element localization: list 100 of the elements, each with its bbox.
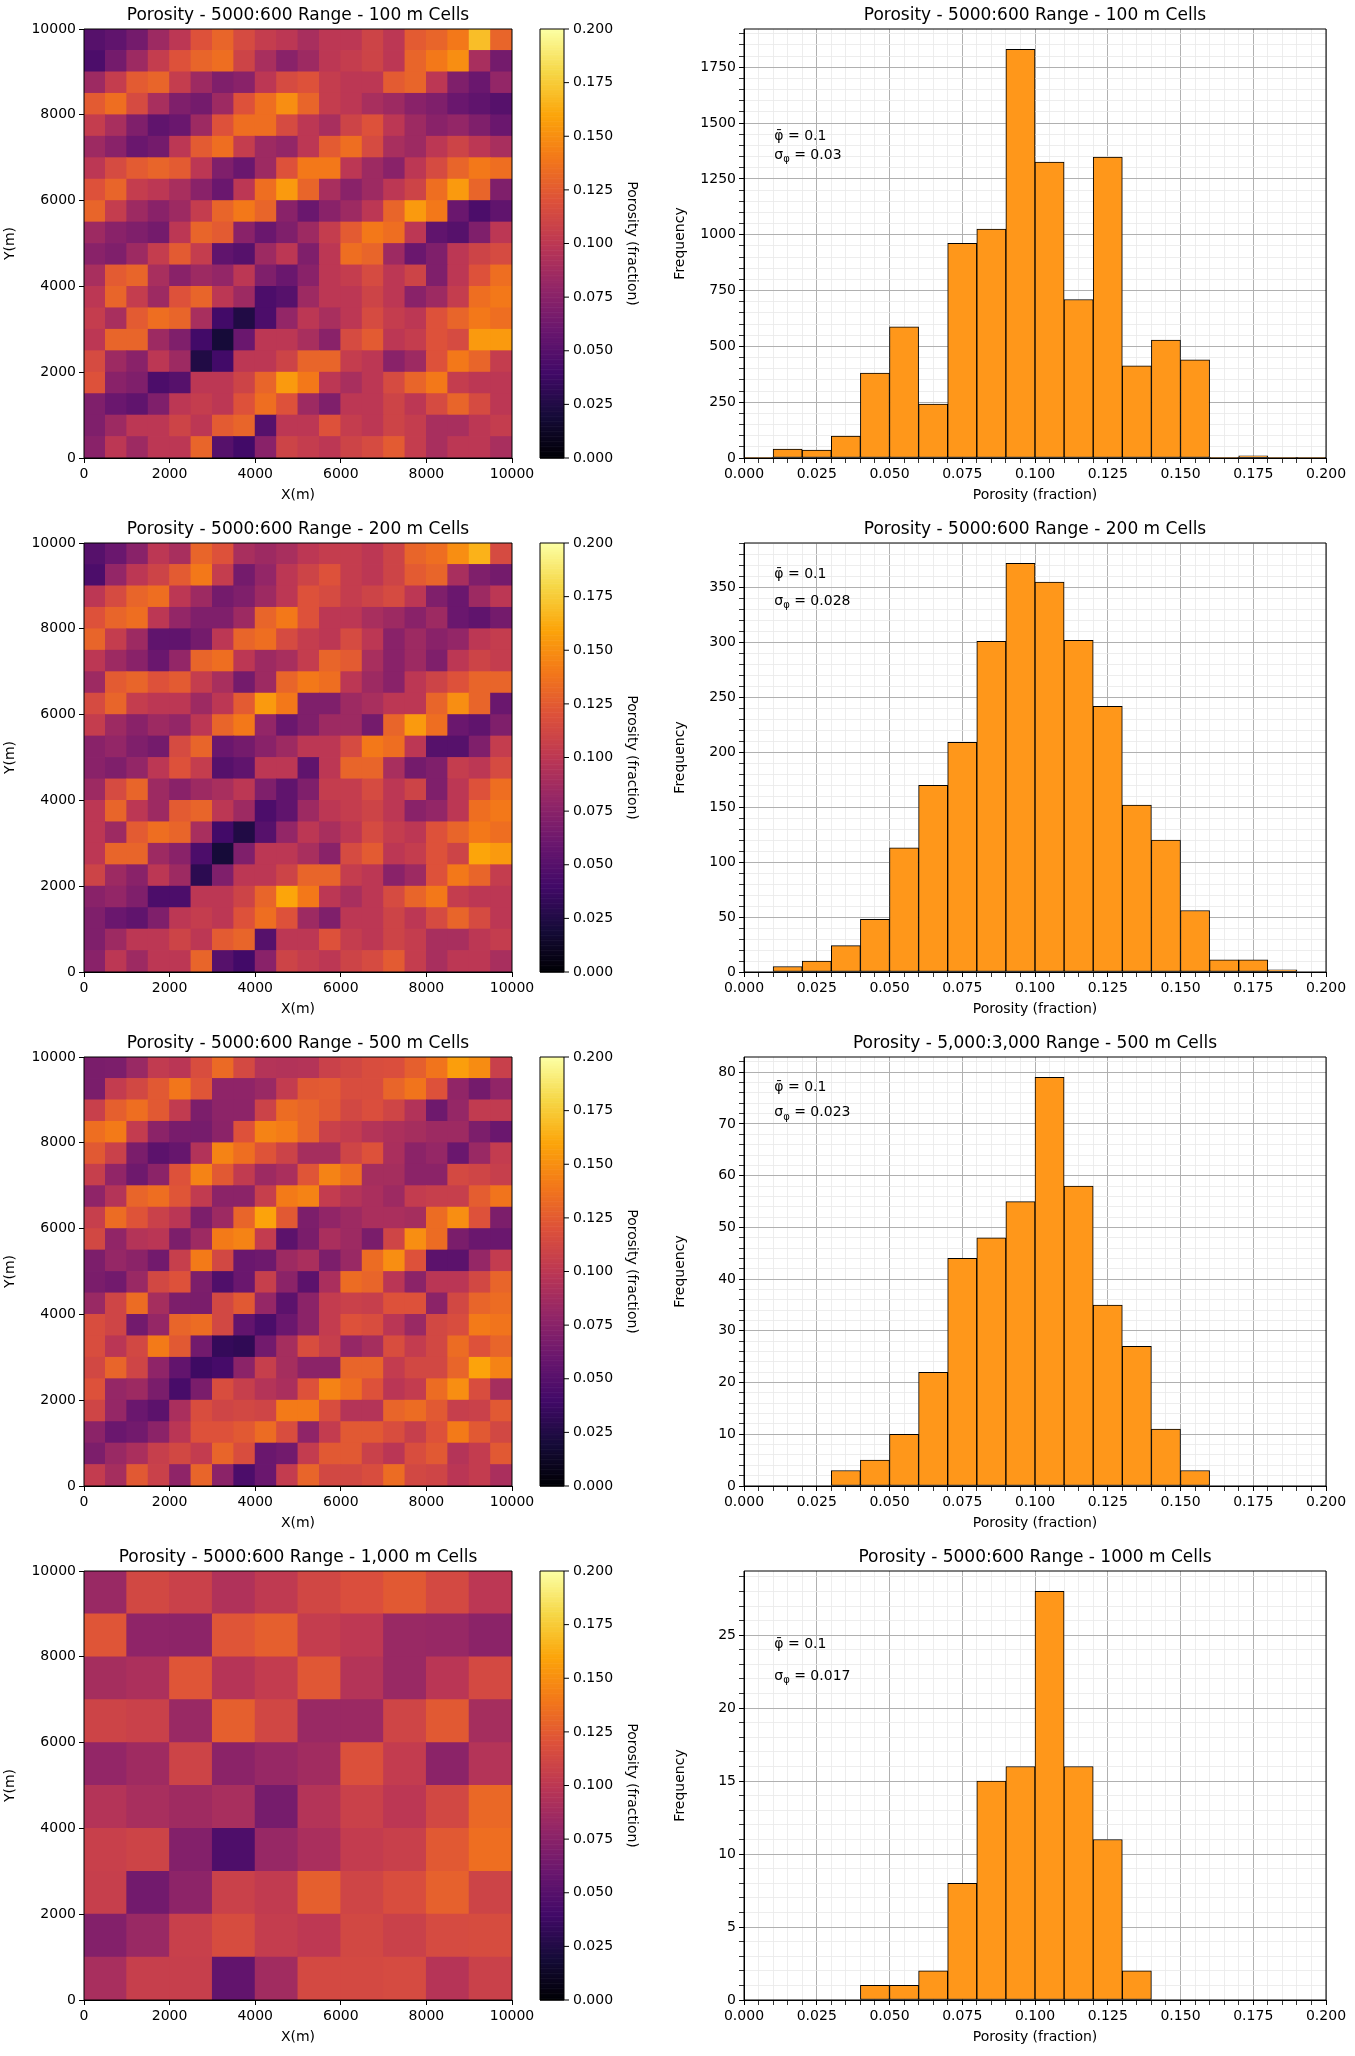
x-tick-label: 10000 [489,979,535,996]
color-bar-label: 0.050 [573,1369,614,1386]
x-tick-label: 0.050 [869,465,910,482]
x-axis-title: X(m) [280,2028,316,2045]
y-tick-label: 8000 [40,619,76,636]
x-tick-label: 6000 [322,1493,359,1510]
y-tick-label: 6000 [40,191,76,208]
color-bar-label: 0.200 [573,19,614,36]
x-tick-label: 0.200 [1305,979,1347,996]
y-tick-label: 6000 [40,1733,76,1750]
y-tick-label: 8000 [40,105,76,122]
x-tick-label: 8000 [408,465,445,482]
color-bar-label: 0.175 [573,587,614,604]
y-tick-label: 250 [709,688,736,705]
y-tick-label: 10000 [31,1047,76,1064]
y-tick-label: 0 [727,1990,736,2007]
x-tick-label: 4000 [237,979,274,996]
color-bar-label: 0.025 [573,395,614,412]
color-bar-label: 0.175 [573,1101,614,1118]
chart-title: Porosity - 5000:600 Range - 100 m Cells [126,4,470,25]
color-bar-label: 0.025 [573,1937,614,1954]
x-tick-label: 4000 [237,1493,274,1510]
x-tick-label: 8000 [408,1493,445,1510]
x-tick-label: 0.150 [1160,1493,1201,1510]
x-tick-label: 0.175 [1233,1493,1274,1510]
color-bar-label: 0.200 [573,1047,614,1064]
color-bar-label: 0.075 [573,1315,614,1332]
color-bar-label: 0.050 [573,1883,614,1900]
y-tick-label: 0 [67,962,76,979]
x-axis-title: Porosity (fraction) [972,1514,1098,1531]
y-tick-label: 0 [727,448,736,465]
x-tick-label: 0 [79,2007,89,2024]
chart-title: Porosity - 5000:600 Range - 100 m Cells [863,4,1207,25]
x-tick-label: 0.125 [1087,1493,1128,1510]
color-bar-title: Porosity (fraction) [625,1723,642,1848]
x-tick-label: 0.200 [1305,465,1347,482]
x-tick-label: 6000 [322,465,359,482]
y-tick-label: 4000 [40,277,76,294]
y-tick-label: 4000 [40,791,76,808]
y-tick-label: 10 [718,1424,736,1441]
y-tick-label: 2000 [40,1390,76,1407]
x-tick-label: 4000 [237,2007,274,2024]
y-tick-label: 1000 [700,225,736,242]
x-tick-label: 0.150 [1160,465,1201,482]
x-tick-label: 8000 [408,2007,445,2024]
x-tick-label: 0.050 [869,1493,910,1510]
x-tick-label: 0.100 [1014,465,1056,482]
y-tick-label: 1750 [700,57,736,74]
x-tick-label: 0.050 [869,2007,910,2024]
x-tick-label: 4000 [237,465,274,482]
x-tick-label: 0.000 [723,1493,765,1510]
x-tick-label: 0.075 [942,979,983,996]
x-tick-label: 0.200 [1305,2007,1347,2024]
y-tick-label: 100 [709,852,736,869]
x-tick-label: 0.000 [723,2007,765,2024]
color-bar-label: 0.100 [573,234,614,251]
x-axis-title: X(m) [280,1514,316,1531]
chart-title: Porosity - 5000:600 Range - 1000 m Cells [858,1546,1212,1567]
x-tick-label: 0.025 [796,1493,837,1510]
x-tick-label: 0.075 [942,1493,983,1510]
y-tick-label: 25 [718,1625,736,1642]
color-bar-label: 0.200 [573,1561,614,1578]
color-bar-label: 0.175 [573,73,614,90]
y-tick-label: 8000 [40,1647,76,1664]
color-bar-label: 0.150 [573,126,614,143]
chart-title: Porosity - 5000:600 Range - 1,000 m Cells [118,1546,478,1567]
chart-title: Porosity - 5000:600 Range - 200 m Cells [126,518,470,539]
y-tick-label: 150 [709,797,736,814]
y-tick-label: 5 [727,1917,736,1934]
y-tick-label: 300 [709,633,736,650]
color-bar-title: Porosity (fraction) [625,181,642,306]
y-axis-title: Frequency [671,1235,688,1308]
x-tick-label: 0.100 [1014,1493,1056,1510]
y-tick-label: 0 [67,1476,76,1493]
y-axis-title: Frequency [671,1749,688,1822]
y-tick-label: 15 [718,1771,736,1788]
color-bar-label: 0.075 [573,1829,614,1846]
y-tick-label: 20 [718,1373,736,1390]
x-tick-label: 0.075 [942,465,983,482]
y-tick-label: 1500 [700,113,736,130]
x-tick-label: 0.200 [1305,1493,1347,1510]
color-bar-label: 0.000 [573,1990,614,2007]
color-bar-label: 0.100 [573,1262,614,1279]
y-tick-label: 250 [709,392,736,409]
color-bar-label: 0.125 [573,1208,614,1225]
annotation: φ̄ = 0.1 [774,1634,827,1651]
x-tick-label: 0.000 [723,979,765,996]
y-tick-label: 40 [718,1269,736,1286]
color-bar-label: 0.100 [573,748,614,765]
color-bar-label: 0.050 [573,341,614,358]
y-tick-label: 50 [718,1218,736,1235]
y-tick-label: 500 [709,337,736,354]
x-tick-label: 0 [79,1493,89,1510]
y-axis-title: Y(m) [1,1254,18,1290]
annotation: φ̄ = 0.1 [774,126,827,143]
x-tick-label: 2000 [151,979,188,996]
color-bar-label: 0.150 [573,640,614,657]
color-bar-label: 0.000 [573,448,614,465]
y-tick-label: 10000 [31,533,76,550]
y-tick-label: 20 [718,1698,736,1715]
